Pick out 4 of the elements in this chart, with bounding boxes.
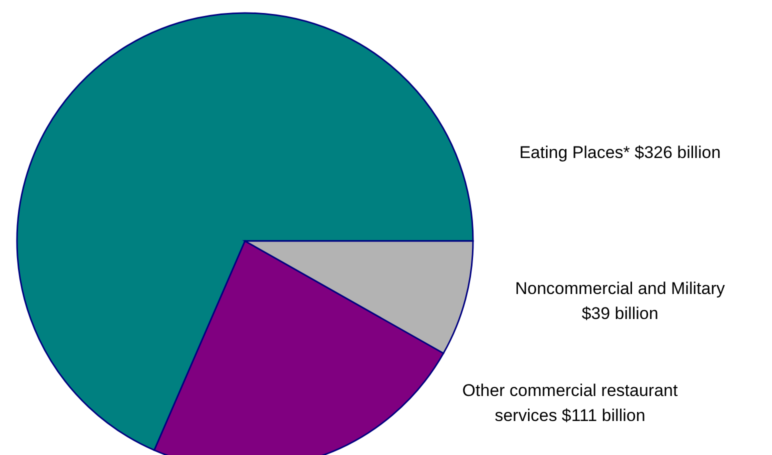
slice-label: Noncommercial and Military <box>515 279 726 298</box>
slice-label: Eating Places* $326 billion <box>519 143 721 162</box>
data-label: $39 billion <box>582 304 658 323</box>
slice-label: Other commercial restaurant services $111 billion <box>462 381 678 425</box>
